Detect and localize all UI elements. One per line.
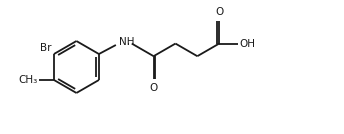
Text: Br: Br [40,43,51,53]
Text: CH₃: CH₃ [18,75,37,85]
Text: O: O [150,83,158,93]
Text: O: O [215,7,223,16]
Text: OH: OH [239,39,255,49]
Text: NH: NH [119,38,134,47]
